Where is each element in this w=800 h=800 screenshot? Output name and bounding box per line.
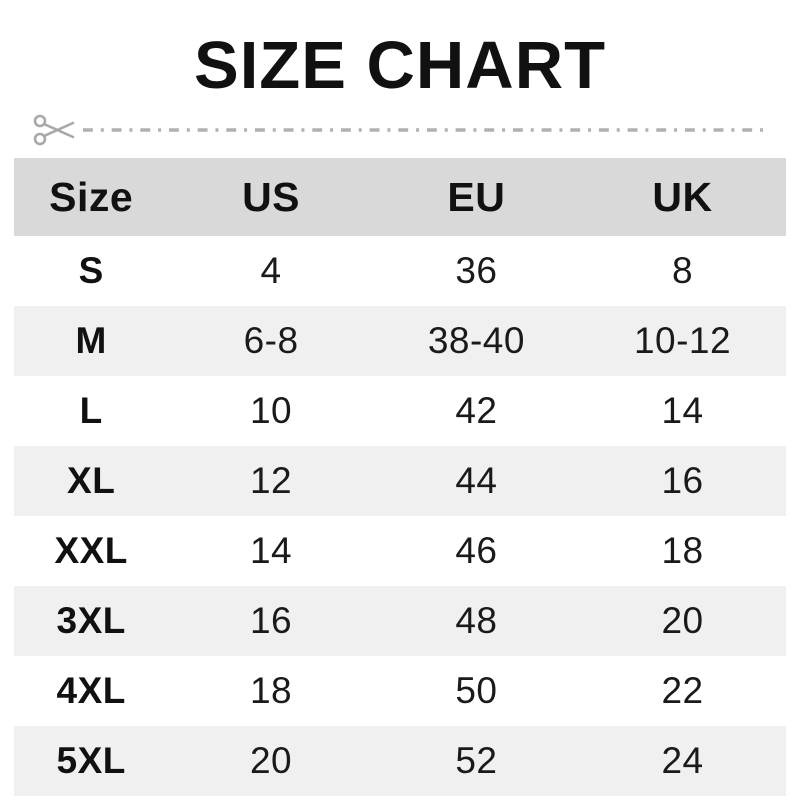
dash-dot-line [83, 128, 765, 132]
eu-cell: 42 [455, 390, 498, 431]
table-row-3xl: 3XL 16 48 20 [14, 586, 786, 656]
uk-cell: 8 [671, 250, 694, 291]
eu-cell: 48 [455, 600, 498, 641]
table-row-xl: XL 12 44 16 [14, 446, 786, 516]
size-table: Size US EU UK S 4 36 8 M 6-8 38-40 10-12… [14, 158, 786, 796]
uk-cell: 16 [661, 460, 704, 501]
us-cell: 18 [249, 670, 293, 711]
header-us: US [242, 173, 301, 220]
eu-cell: 46 [455, 530, 498, 571]
page-title: SIZE CHART [194, 28, 606, 103]
uk-cell: 18 [661, 530, 704, 571]
us-cell: 10 [249, 390, 293, 431]
table-row-s: S 4 36 8 [14, 236, 786, 306]
scissors-icon [33, 114, 75, 146]
size-cell: S [78, 250, 104, 291]
table-row-m: M 6-8 38-40 10-12 [14, 306, 786, 376]
size-cell: L [79, 390, 103, 431]
uk-cell: 10-12 [633, 320, 732, 361]
size-cell: XL [67, 460, 116, 501]
table-row-4xl: 4XL 18 50 22 [14, 656, 786, 726]
uk-cell: 14 [661, 390, 704, 431]
eu-cell: 44 [455, 460, 498, 501]
header-eu: EU [447, 173, 506, 220]
table-row-5xl: 5XL 20 52 24 [14, 726, 786, 796]
uk-cell: 22 [661, 670, 704, 711]
eu-cell: 36 [455, 250, 498, 291]
us-cell: 16 [249, 600, 293, 641]
table-row-l: L 10 42 14 [14, 376, 786, 446]
eu-cell: 52 [455, 740, 498, 781]
header-size: Size [49, 173, 134, 220]
us-cell: 12 [249, 460, 293, 501]
size-cell: XXL [54, 530, 128, 571]
size-cell: 3XL [56, 600, 126, 641]
eu-cell: 50 [455, 670, 498, 711]
us-cell: 6-8 [243, 320, 299, 361]
table-row-xxl: XXL 14 46 18 [14, 516, 786, 586]
uk-cell: 20 [661, 600, 704, 641]
us-cell: 20 [249, 740, 293, 781]
size-cell: 4XL [56, 670, 126, 711]
size-cell: M [75, 320, 107, 361]
uk-cell: 24 [661, 740, 704, 781]
eu-cell: 38-40 [427, 320, 525, 361]
us-cell: 4 [260, 250, 282, 291]
cut-line [33, 108, 765, 152]
table-header-row: Size US EU UK [14, 158, 786, 236]
us-cell: 14 [249, 530, 293, 571]
size-cell: 5XL [56, 740, 126, 781]
header-uk: UK [652, 173, 713, 220]
